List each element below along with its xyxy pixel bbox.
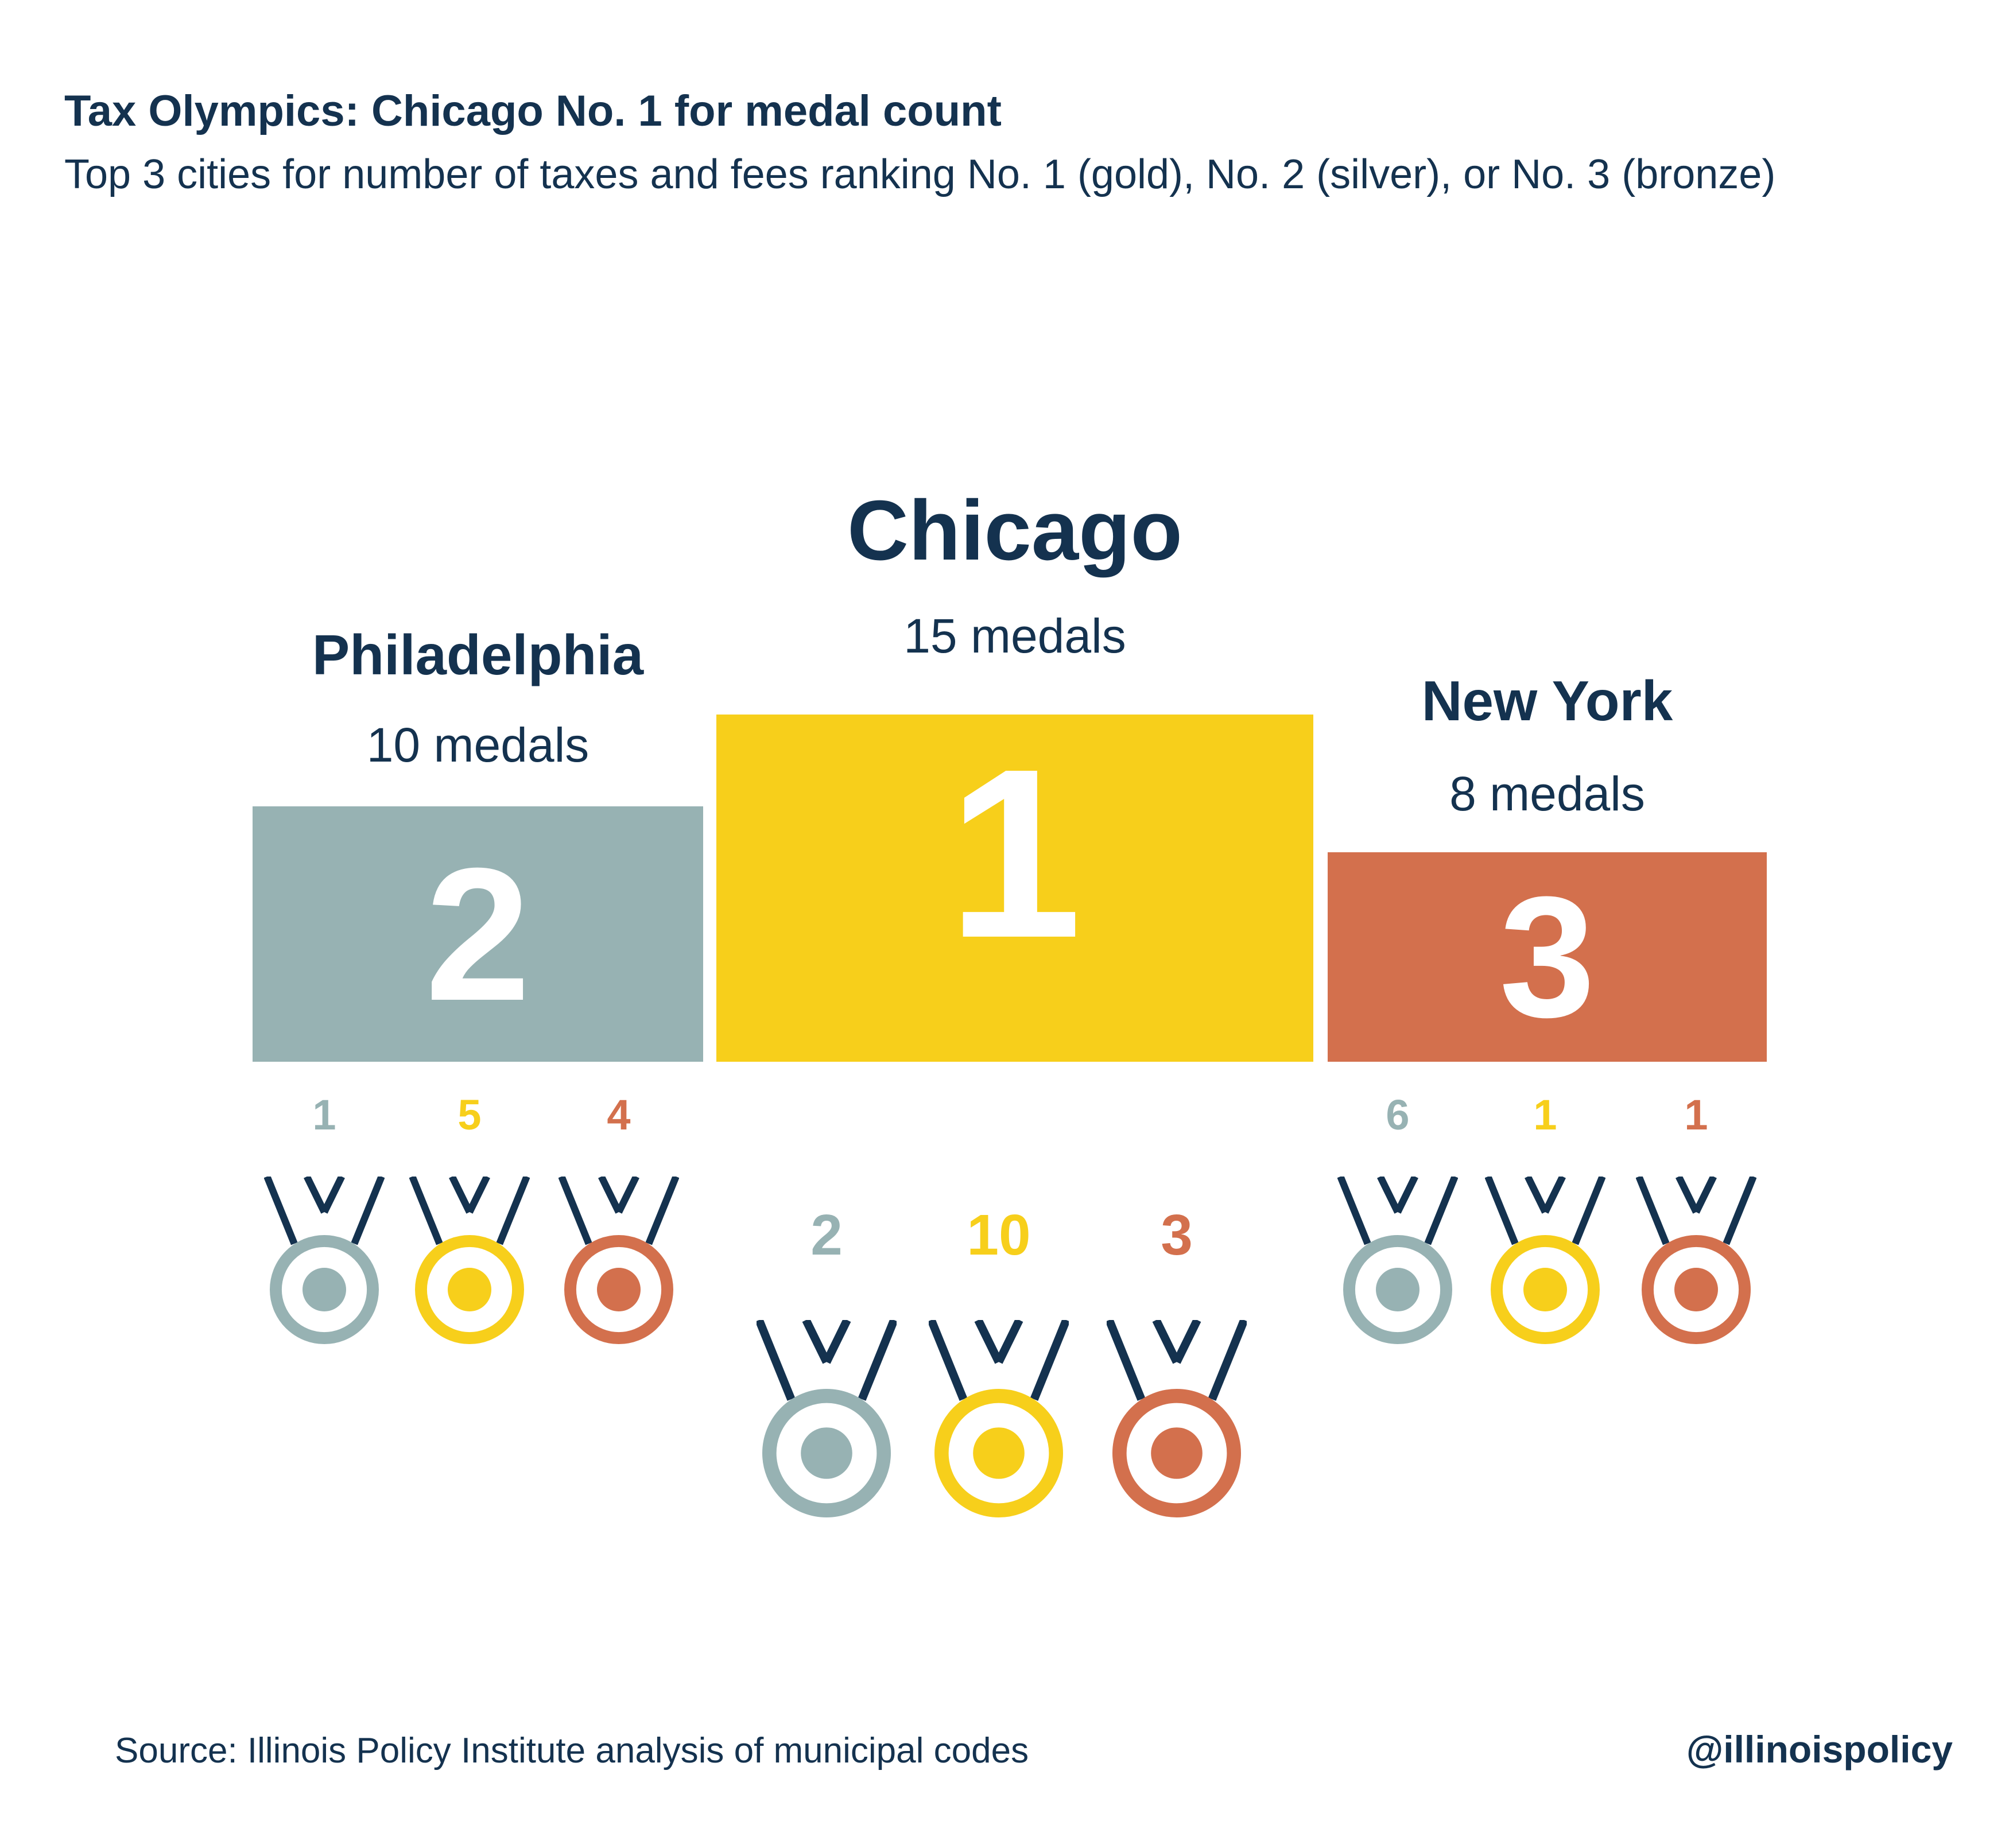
medal-count: 3	[1161, 1203, 1193, 1267]
medal-ribbon	[802, 1318, 831, 1364]
medal-count: 1	[1684, 1091, 1708, 1139]
medal-center	[1151, 1427, 1203, 1479]
medal-ribbon	[1105, 1318, 1146, 1401]
medal-icon	[755, 1318, 898, 1522]
medal-total: 8 medals	[1449, 767, 1645, 821]
medal-icon	[1337, 1175, 1459, 1349]
medal-graphic	[263, 1175, 385, 1345]
medal-ribbon	[823, 1318, 851, 1364]
medal-ribbon	[1030, 1318, 1071, 1401]
medal-ribbon	[496, 1175, 530, 1245]
medal-icon	[263, 1175, 385, 1349]
medal-graphic	[1105, 1318, 1248, 1518]
medal-ribbon	[1377, 1175, 1401, 1214]
medal-graphic	[409, 1175, 530, 1345]
medal-icon	[1105, 1318, 1248, 1522]
source-note: Source: Illinois Policy Institute analys…	[115, 1731, 1029, 1771]
medal-ribbon	[558, 1175, 592, 1245]
medal-ribbon	[466, 1175, 490, 1214]
chart-title: Tax Olympics: Chicago No. 1 for medal co…	[64, 87, 1002, 135]
medal-ribbon	[1635, 1175, 1670, 1245]
medal-icon	[927, 1318, 1071, 1522]
chart-subtitle: Top 3 cities for number of taxes and fee…	[64, 152, 1776, 197]
medal-ribbon	[449, 1175, 473, 1214]
medal-ribbon	[1484, 1175, 1519, 1245]
city-name: Philadelphia	[312, 623, 644, 686]
medal-ribbon	[1723, 1175, 1757, 1245]
medal-count: 10	[967, 1203, 1031, 1267]
city-name: New York	[1421, 669, 1673, 732]
medal-ribbon	[1152, 1318, 1181, 1364]
medal-center	[1376, 1268, 1420, 1311]
medal-ribbon	[1525, 1175, 1549, 1214]
medal-graphic	[1337, 1175, 1459, 1345]
medal-ribbon	[351, 1175, 385, 1245]
medal-ribbon	[755, 1318, 796, 1401]
medal-ribbon	[858, 1318, 898, 1401]
medal-center	[302, 1268, 346, 1311]
medal-ribbon	[1337, 1175, 1371, 1245]
medal-icon	[1484, 1175, 1606, 1349]
medal-graphic	[927, 1318, 1071, 1518]
medal-ribbon	[974, 1318, 1003, 1364]
podium-block: 2	[253, 806, 703, 1062]
medal-count: 1	[1533, 1091, 1557, 1139]
medal-graphic	[558, 1175, 680, 1345]
medal-ribbon	[409, 1175, 443, 1245]
medal-center	[1523, 1268, 1567, 1311]
medal-count: 2	[810, 1203, 843, 1267]
medal-center	[1674, 1268, 1718, 1311]
podium-block: 1	[716, 715, 1313, 1062]
podium-rank: 1	[948, 719, 1082, 988]
medal-icon	[409, 1175, 530, 1349]
medal-ribbon	[1173, 1318, 1201, 1364]
medal-ribbon	[615, 1175, 639, 1214]
medal-graphic	[755, 1318, 898, 1518]
medal-total: 15 medals	[903, 609, 1126, 663]
medal-count: 6	[1386, 1091, 1410, 1139]
medal-icon	[558, 1175, 680, 1349]
medal-ribbon	[995, 1318, 1023, 1364]
podium-rank: 2	[425, 828, 531, 1040]
medal-center	[973, 1427, 1025, 1479]
medal-count: 4	[607, 1091, 631, 1139]
medal-graphic	[1484, 1175, 1606, 1345]
medal-ribbon	[304, 1175, 328, 1214]
medal-ribbon	[927, 1318, 968, 1401]
medal-ribbon	[598, 1175, 622, 1214]
medal-center	[448, 1268, 491, 1311]
podium-block: 3	[1328, 852, 1767, 1062]
medal-ribbon	[1394, 1175, 1418, 1214]
medal-total: 10 medals	[366, 718, 589, 772]
social-handle: @illinoispolicy	[1686, 1728, 1953, 1771]
medal-ribbon	[1572, 1175, 1606, 1245]
medal-count: 5	[457, 1091, 482, 1139]
medal-icon	[1635, 1175, 1757, 1349]
podium-rank: 3	[1499, 860, 1595, 1053]
medal-ribbon	[1424, 1175, 1459, 1245]
medal-ribbon	[1208, 1318, 1248, 1401]
medal-center	[801, 1427, 852, 1479]
medal-ribbon	[1542, 1175, 1566, 1214]
city-name: Chicago	[847, 483, 1182, 578]
medal-graphic	[1635, 1175, 1757, 1345]
medal-ribbon	[1693, 1175, 1717, 1214]
medal-ribbon	[645, 1175, 680, 1245]
medal-ribbon	[263, 1175, 298, 1245]
medal-ribbon	[1676, 1175, 1700, 1214]
medal-count: 1	[312, 1091, 336, 1139]
medal-center	[597, 1268, 641, 1311]
medal-ribbon	[321, 1175, 345, 1214]
